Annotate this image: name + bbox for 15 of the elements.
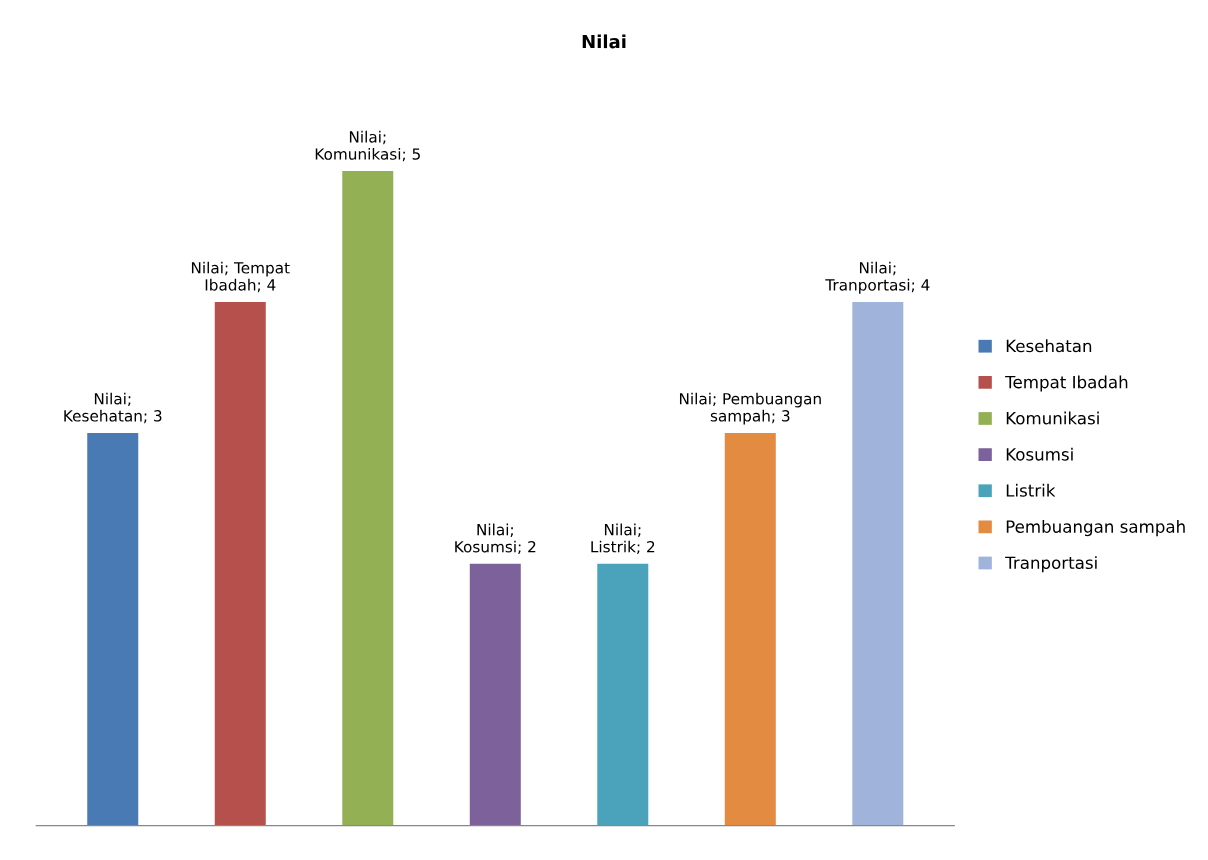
legend-label: Listrik	[1006, 483, 1056, 497]
data-label: Nilai; Pembuangan sampah; 3	[679, 392, 821, 425]
legend-label: Kosumsi	[1006, 447, 1073, 461]
data-label: Nilai; Komunikasi; 5	[315, 130, 420, 162]
legend-label: Kesehatan	[1006, 339, 1092, 353]
chart-title: Nilai	[582, 34, 626, 49]
data-label: Nilai; Tranportasi; 4	[825, 261, 930, 294]
legend-label: Tempat Ibadah	[1005, 375, 1128, 392]
legend-label: Tranportasi	[1005, 556, 1097, 573]
legend-label: Pembuangan sampah	[1006, 520, 1185, 537]
data-label: Nilai; Kosumsi; 2	[455, 523, 536, 555]
data-label: Nilai; Tempat Ibadah; 4	[191, 261, 290, 293]
data-label: Nilai; Kesehatan; 3	[64, 392, 162, 424]
data-label: Nilai; Listrik; 2	[591, 523, 655, 555]
legend-label: Komunikasi	[1006, 411, 1099, 425]
